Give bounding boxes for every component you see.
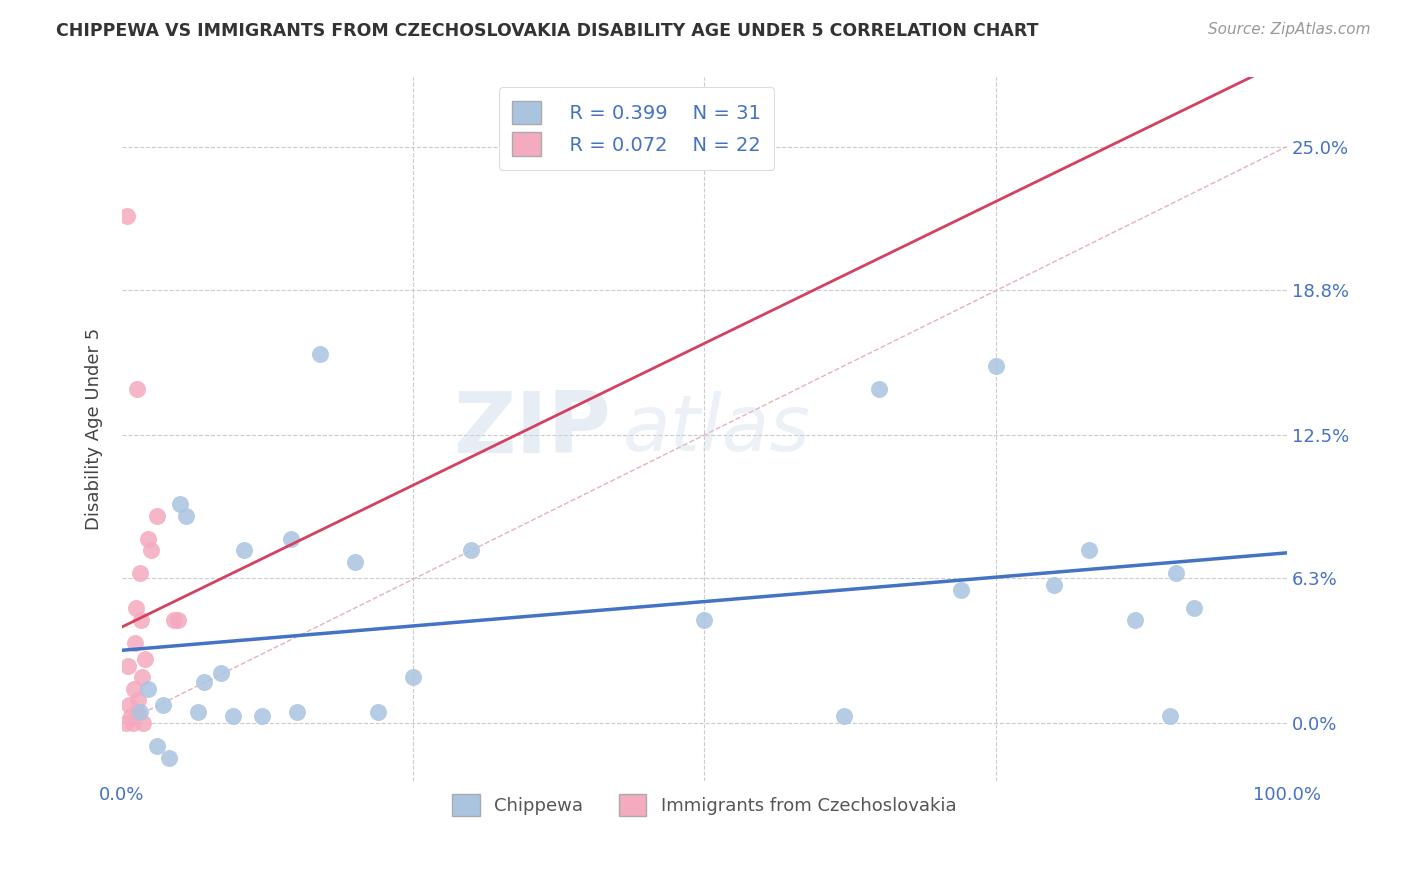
Point xyxy=(121,716,143,731)
Point xyxy=(127,382,149,396)
Point xyxy=(115,209,138,223)
Point xyxy=(174,508,197,523)
Point xyxy=(157,751,180,765)
Point xyxy=(134,651,156,665)
Point xyxy=(120,709,142,723)
Y-axis label: Disability Age Under 5: Disability Age Under 5 xyxy=(86,328,103,531)
Point xyxy=(128,705,150,719)
Point xyxy=(193,674,215,689)
Point xyxy=(1164,566,1187,581)
Point xyxy=(124,635,146,649)
Point xyxy=(209,665,232,680)
Point xyxy=(129,613,152,627)
Point xyxy=(132,716,155,731)
Point xyxy=(367,705,389,719)
Point xyxy=(984,359,1007,373)
Point xyxy=(949,582,972,597)
Point xyxy=(146,508,169,523)
Text: Source: ZipAtlas.com: Source: ZipAtlas.com xyxy=(1208,22,1371,37)
Point xyxy=(136,532,159,546)
Point xyxy=(127,693,149,707)
Point xyxy=(868,382,890,396)
Text: CHIPPEWA VS IMMIGRANTS FROM CZECHOSLOVAKIA DISABILITY AGE UNDER 5 CORRELATION CH: CHIPPEWA VS IMMIGRANTS FROM CZECHOSLOVAK… xyxy=(56,22,1039,40)
Point xyxy=(167,613,190,627)
Text: ZIP: ZIP xyxy=(454,388,612,471)
Point xyxy=(1077,543,1099,558)
Point xyxy=(141,543,163,558)
Point xyxy=(122,681,145,696)
Point xyxy=(125,601,148,615)
Point xyxy=(127,705,149,719)
Point xyxy=(117,658,139,673)
Point xyxy=(136,681,159,696)
Point xyxy=(187,705,209,719)
Point xyxy=(169,497,191,511)
Point xyxy=(1159,709,1181,723)
Point xyxy=(146,739,169,754)
Point xyxy=(118,698,141,712)
Point xyxy=(1123,613,1146,627)
Text: atlas: atlas xyxy=(623,392,811,467)
Legend: Chippewa, Immigrants from Czechoslovakia: Chippewa, Immigrants from Czechoslovakia xyxy=(443,785,966,825)
Point xyxy=(1182,601,1205,615)
Point xyxy=(128,566,150,581)
Point xyxy=(343,555,366,569)
Point xyxy=(402,670,425,684)
Point xyxy=(131,670,153,684)
Point xyxy=(221,709,243,723)
Point xyxy=(285,705,308,719)
Point xyxy=(280,532,302,546)
Point xyxy=(250,709,273,723)
Point xyxy=(460,543,482,558)
Point xyxy=(233,543,256,558)
Point xyxy=(114,716,136,731)
Point xyxy=(152,698,174,712)
Point xyxy=(309,347,332,361)
Point xyxy=(1042,578,1064,592)
Point xyxy=(693,613,716,627)
Point xyxy=(832,709,855,723)
Point xyxy=(163,613,186,627)
